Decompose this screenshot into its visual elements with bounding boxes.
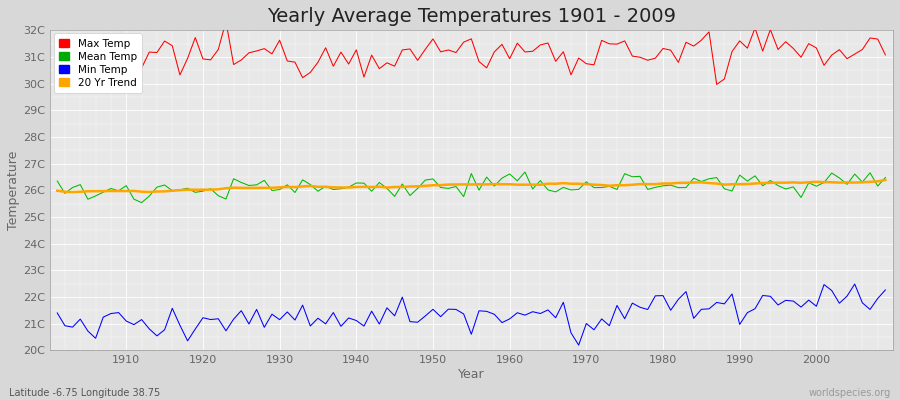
X-axis label: Year: Year (458, 368, 484, 381)
Y-axis label: Temperature: Temperature (7, 151, 20, 230)
Text: Latitude -6.75 Longitude 38.75: Latitude -6.75 Longitude 38.75 (9, 388, 160, 398)
Title: Yearly Average Temperatures 1901 - 2009: Yearly Average Temperatures 1901 - 2009 (266, 7, 676, 26)
Text: worldspecies.org: worldspecies.org (809, 388, 891, 398)
Legend: Max Temp, Mean Temp, Min Temp, 20 Yr Trend: Max Temp, Mean Temp, Min Temp, 20 Yr Tre… (54, 34, 142, 93)
